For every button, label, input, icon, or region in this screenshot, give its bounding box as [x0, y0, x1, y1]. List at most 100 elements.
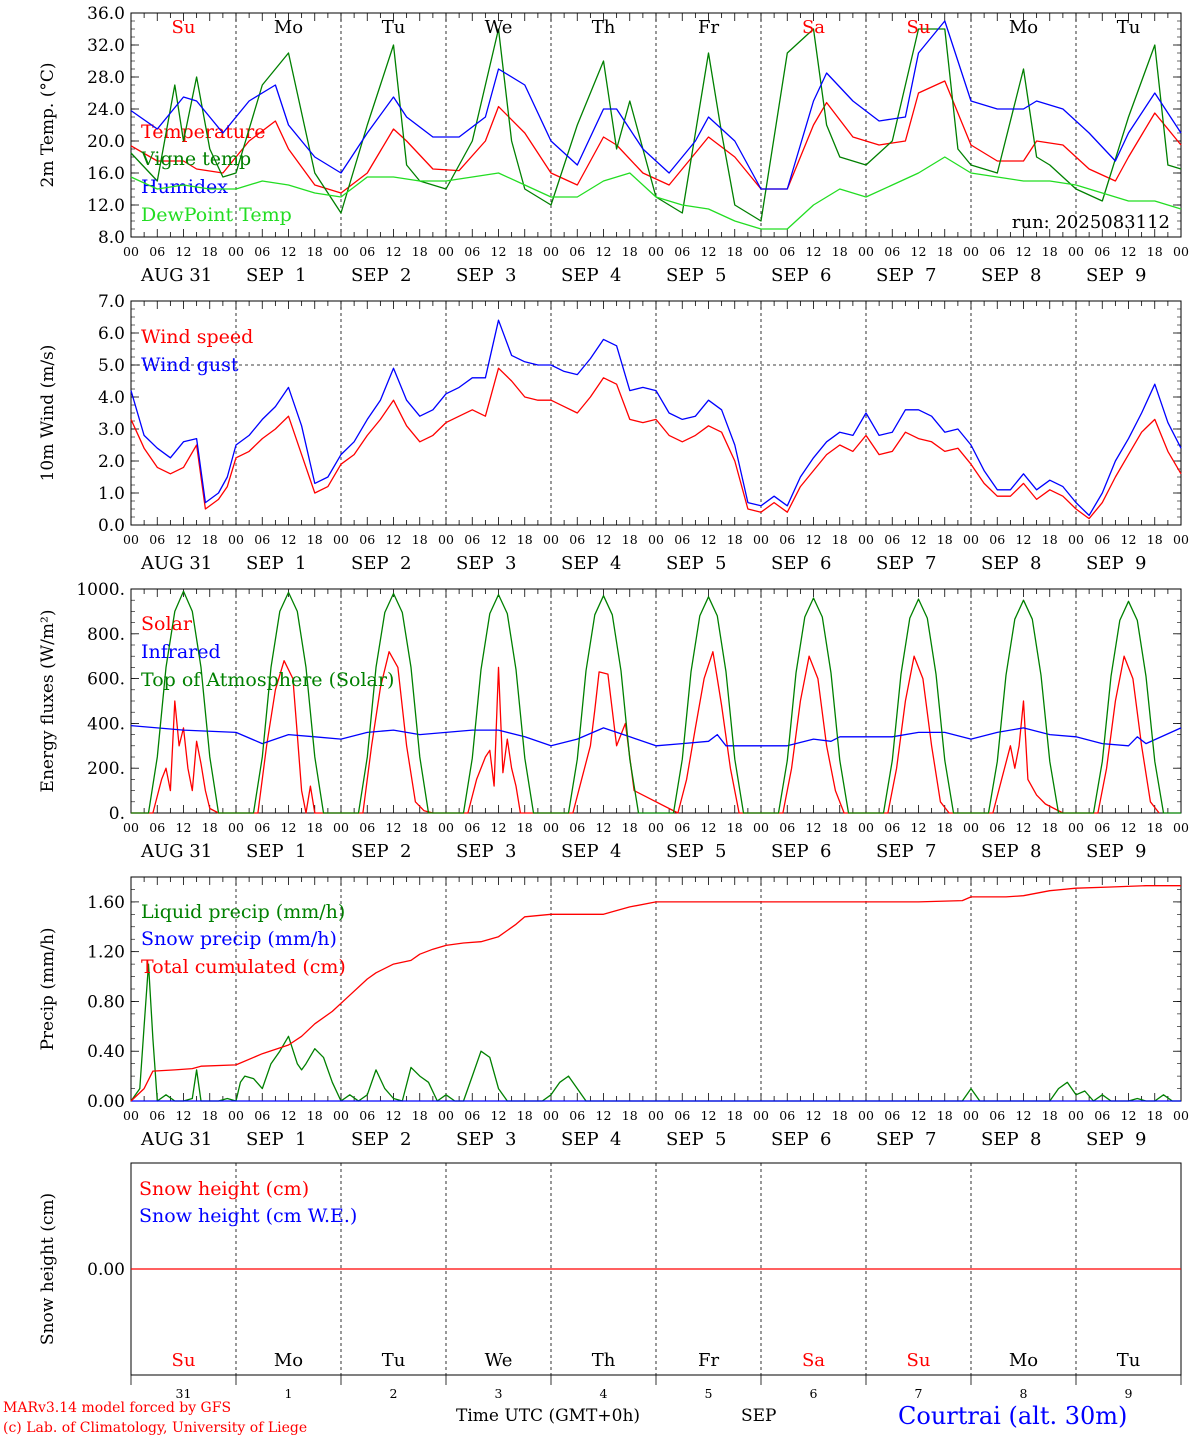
hour-label: 12 — [806, 1108, 822, 1123]
date-label: SEP 6 — [771, 1129, 831, 1150]
y-tick-label: 1.60 — [87, 893, 125, 913]
legend-entry: Humidex — [141, 176, 228, 198]
hour-label: 12 — [701, 820, 717, 835]
series-line-humidex — [130, 20, 1182, 190]
date-label: SEP 9 — [1086, 553, 1146, 574]
weekday-label: Mo — [274, 17, 303, 38]
hour-label: 12 — [1121, 1108, 1137, 1123]
date-label: SEP 8 — [981, 265, 1041, 286]
hour-label: 18 — [1042, 532, 1058, 547]
hour-label: 18 — [832, 1108, 848, 1123]
hour-label: 00 — [753, 820, 769, 835]
date-label: SEP 8 — [981, 553, 1041, 574]
hour-label: 18 — [1147, 820, 1163, 835]
date-label: SEP 9 — [1086, 265, 1146, 286]
hour-label: 12 — [176, 1108, 192, 1123]
hour-label: 12 — [176, 820, 192, 835]
hour-label: 18 — [412, 820, 428, 835]
y-tick-label: 28.0 — [87, 68, 125, 88]
hour-label: 12 — [806, 532, 822, 547]
hour-label: 18 — [622, 244, 638, 259]
day-number-label: 31 — [176, 1386, 192, 1401]
hour-label: 18 — [832, 820, 848, 835]
day-number-label: 2 — [390, 1386, 398, 1401]
panel-flux: 0. 200. 400. 600. 800. 1000. Energy fluxes (W/… — [38, 580, 1189, 862]
hour-label: 12 — [176, 532, 192, 547]
hour-label: 12 — [596, 820, 612, 835]
date-label: AUG 31 — [140, 1129, 212, 1150]
y-tick-label: 6.0 — [98, 324, 125, 344]
hour-label: 06 — [884, 244, 900, 259]
y-axis-label: Energy fluxes (W/m²) — [38, 610, 58, 793]
hour-label: 18 — [1042, 1108, 1058, 1123]
hour-label: 12 — [911, 1108, 927, 1123]
weekday-label: Mo — [1009, 17, 1038, 38]
hour-label: 00 — [123, 532, 139, 547]
series-line-solar — [131, 651, 1160, 814]
date-label: SEP 2 — [351, 553, 411, 574]
hour-label: 12 — [1016, 532, 1032, 547]
y-tick-label: 20.0 — [87, 132, 125, 152]
hour-label: 18 — [727, 532, 743, 547]
hour-label: 06 — [884, 1108, 900, 1123]
hour-label: 00 — [228, 532, 244, 547]
date-label: SEP 4 — [561, 265, 621, 286]
hour-label: 18 — [307, 1108, 323, 1123]
weekday-label: Mo — [274, 1350, 303, 1371]
series-line-top-of-atmosphere-solar — [131, 590, 1181, 814]
date-label: SEP 8 — [981, 1129, 1041, 1150]
hour-label: 00 — [753, 532, 769, 547]
hour-label: 00 — [438, 1108, 454, 1123]
hour-label: 06 — [359, 1108, 375, 1123]
date-label: SEP 6 — [771, 265, 831, 286]
legend-entry: Vigne temp — [140, 148, 251, 170]
hour-label: 12 — [596, 532, 612, 547]
hour-label: 06 — [569, 244, 585, 259]
hour-label: 00 — [228, 1108, 244, 1123]
hour-label: 00 — [228, 244, 244, 259]
footer-time-label: Time UTC (GMT+0h) — [456, 1406, 641, 1426]
hour-label: 18 — [307, 532, 323, 547]
hour-ticks — [130, 1375, 1182, 1385]
y-tick-label: 0.00 — [87, 1092, 125, 1112]
date-label: SEP 4 — [561, 553, 621, 574]
hour-label: 12 — [806, 244, 822, 259]
hour-label: 12 — [1121, 532, 1137, 547]
hour-label: 00 — [1068, 244, 1084, 259]
hour-label: 00 — [1173, 244, 1189, 259]
hour-label: 12 — [701, 532, 717, 547]
hour-label: 18 — [202, 1108, 218, 1123]
hour-label: 00 — [648, 532, 664, 547]
hour-label: 12 — [1121, 820, 1137, 835]
date-label: SEP 5 — [666, 1129, 726, 1150]
y-tick-label: 4.0 — [98, 388, 125, 408]
y-axis-label: Precip (mm/h) — [38, 927, 58, 1050]
hour-label: 12 — [911, 820, 927, 835]
hour-label: 18 — [517, 532, 533, 547]
hour-label: 18 — [517, 244, 533, 259]
hour-label: 18 — [1147, 532, 1163, 547]
legend-entry: Infrared — [141, 641, 221, 663]
hour-label: 00 — [1068, 820, 1084, 835]
hour-label: 06 — [254, 532, 270, 547]
weekday-label: Tu — [1117, 17, 1141, 38]
date-label: SEP 3 — [456, 1129, 516, 1150]
weekday-label: Tu — [382, 1350, 406, 1371]
legend-entry: Liquid precip (mm/h) — [141, 901, 345, 923]
y-tick-label: 36.0 — [87, 4, 125, 24]
hour-label: 18 — [622, 1108, 638, 1123]
weekday-label: Su — [172, 1350, 196, 1371]
date-label: AUG 31 — [140, 841, 212, 862]
date-label: SEP 4 — [561, 1129, 621, 1150]
hour-ticks — [130, 13, 1182, 237]
hour-label: 00 — [858, 532, 874, 547]
footer-model-credit: MARv3.14 model forced by GFS — [3, 1400, 232, 1416]
hour-label: 06 — [779, 1108, 795, 1123]
hour-label: 12 — [491, 532, 507, 547]
weekday-label: Tu — [382, 17, 406, 38]
hour-label: 18 — [622, 532, 638, 547]
series-line-total-cumulated-cm — [130, 885, 1181, 1102]
hour-label: 06 — [779, 820, 795, 835]
series-line-wind-gust — [130, 319, 1182, 517]
